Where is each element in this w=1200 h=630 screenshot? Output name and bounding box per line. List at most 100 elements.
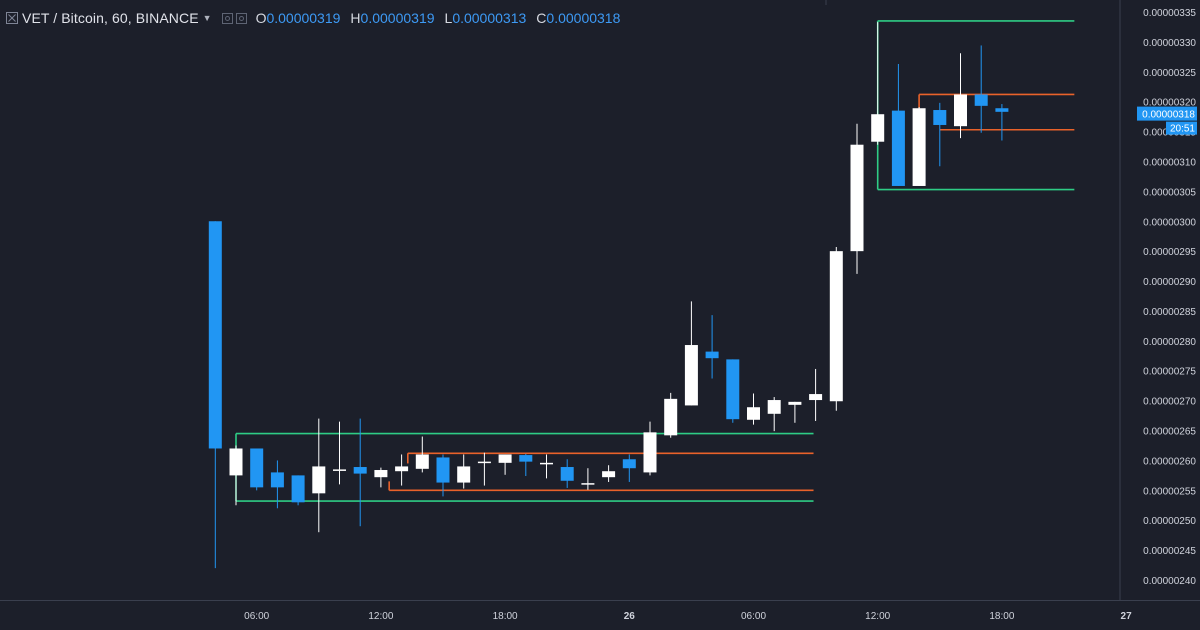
- time-tick-label: 27: [1121, 611, 1133, 622]
- candle-body: [498, 454, 512, 463]
- last-price-label: 0.00000318: [1142, 110, 1195, 121]
- candle[interactable]: [415, 436, 429, 473]
- candle[interactable]: [954, 53, 967, 139]
- candle[interactable]: [519, 453, 533, 476]
- price-tick-label: 0.00000305: [1143, 187, 1196, 198]
- candle-body: [208, 221, 222, 449]
- price-tick-label: 0.00000300: [1143, 217, 1196, 228]
- price-axis: 0.00000335 0.00000330 0.00000325 0.00000320…: [1143, 8, 1196, 587]
- candle[interactable]: [726, 359, 740, 423]
- candle[interactable]: [560, 459, 574, 488]
- candle[interactable]: [933, 102, 947, 167]
- candle[interactable]: [229, 445, 243, 506]
- candle-body: [560, 467, 574, 481]
- collapse-icon[interactable]: [6, 12, 18, 24]
- candle[interactable]: [912, 107, 926, 186]
- price-tick-label: 0.00000240: [1143, 576, 1196, 587]
- candle[interactable]: [353, 418, 367, 527]
- price-tick-label: 0.00000255: [1143, 486, 1196, 497]
- candle-body: [871, 114, 885, 142]
- candle[interactable]: [374, 467, 388, 488]
- time-tick-label: 18:00: [493, 611, 518, 622]
- visibility-icon[interactable]: [235, 12, 247, 24]
- candle[interactable]: [477, 452, 491, 486]
- price-tick-label: 0.00000265: [1143, 427, 1196, 438]
- candle[interactable]: [684, 301, 698, 406]
- candle-body: [581, 483, 595, 485]
- price-tick-label: 0.00000260: [1143, 456, 1196, 467]
- candle[interactable]: [891, 63, 905, 186]
- candle[interactable]: [395, 454, 409, 486]
- price-tick-label: 0.00000245: [1143, 546, 1196, 557]
- candle-body: [643, 432, 657, 473]
- candle-body: [664, 398, 678, 436]
- candle[interactable]: [871, 22, 885, 145]
- candle-body: [912, 108, 926, 186]
- candle[interactable]: [457, 454, 471, 489]
- candle[interactable]: [208, 221, 222, 569]
- candle-body: [250, 448, 264, 488]
- candle-body: [954, 94, 967, 127]
- candle[interactable]: [436, 454, 450, 497]
- price-tick-label: 0.00000280: [1143, 337, 1196, 348]
- candle-body: [974, 94, 988, 106]
- ohlc-open: O0.00000319: [255, 10, 341, 26]
- candles-layer: [208, 22, 1009, 569]
- candle[interactable]: [829, 246, 843, 411]
- candle[interactable]: [270, 460, 284, 509]
- candle-body: [540, 462, 553, 465]
- time-tick-label: 06:00: [741, 611, 766, 622]
- ohlc-readout: O0.00000319 H0.00000319 L0.00000313 C0.0…: [256, 10, 621, 26]
- countdown-label: 20:51: [1170, 124, 1195, 135]
- candle[interactable]: [809, 368, 823, 421]
- price-tick-label: 0.00000275: [1143, 367, 1196, 378]
- symbol-title[interactable]: VET / Bitcoin, 60, BINANCE: [22, 10, 199, 26]
- settings-icon[interactable]: [221, 12, 233, 24]
- candle-body: [829, 251, 843, 402]
- candle[interactable]: [850, 123, 864, 274]
- candle-body: [726, 359, 740, 420]
- candle[interactable]: [333, 421, 346, 485]
- candle[interactable]: [664, 392, 678, 438]
- candle[interactable]: [540, 454, 553, 479]
- countdown-badge: [1166, 121, 1197, 135]
- candle-body: [705, 351, 719, 359]
- candle[interactable]: [747, 393, 760, 425]
- candle[interactable]: [250, 448, 264, 491]
- candle-body: [395, 466, 409, 472]
- chart-header: VET / Bitcoin, 60, BINANCE ▼ O0.00000319…: [0, 0, 1120, 36]
- price-tick-label: 0.00000290: [1143, 277, 1196, 288]
- candle-body: [995, 108, 1009, 112]
- candle[interactable]: [705, 315, 719, 379]
- price-tick-label: 0.00000295: [1143, 247, 1196, 258]
- candle[interactable]: [788, 401, 802, 423]
- time-tick-label: 18:00: [989, 611, 1014, 622]
- price-tick-label: 0.00000330: [1143, 38, 1196, 49]
- candle-body: [353, 467, 367, 474]
- candle[interactable]: [602, 465, 616, 482]
- chevron-down-icon[interactable]: ▼: [202, 13, 212, 23]
- candle[interactable]: [291, 475, 305, 506]
- candle-body: [333, 469, 346, 471]
- candle[interactable]: [312, 418, 326, 533]
- candle[interactable]: [498, 454, 512, 475]
- time-tick-label: 12:00: [865, 611, 890, 622]
- ohlc-close: C0.00000318: [536, 10, 621, 26]
- candle-body: [457, 466, 471, 483]
- ohlc-low: L0.00000313: [444, 10, 527, 26]
- candle[interactable]: [643, 421, 657, 476]
- candle-body: [519, 455, 533, 462]
- candle-body: [602, 471, 616, 478]
- candle[interactable]: [622, 454, 636, 482]
- candle[interactable]: [581, 468, 595, 490]
- last-price-badge: [1137, 106, 1197, 121]
- time-tick-label: 12:00: [368, 611, 393, 622]
- candle-body: [415, 454, 429, 469]
- candle[interactable]: [995, 104, 1009, 141]
- candle-body: [436, 457, 450, 483]
- time-tick-label: 26: [624, 611, 636, 622]
- candle[interactable]: [974, 45, 988, 133]
- candle[interactable]: [767, 397, 781, 432]
- price-tick-label: 0.00000325: [1143, 68, 1196, 79]
